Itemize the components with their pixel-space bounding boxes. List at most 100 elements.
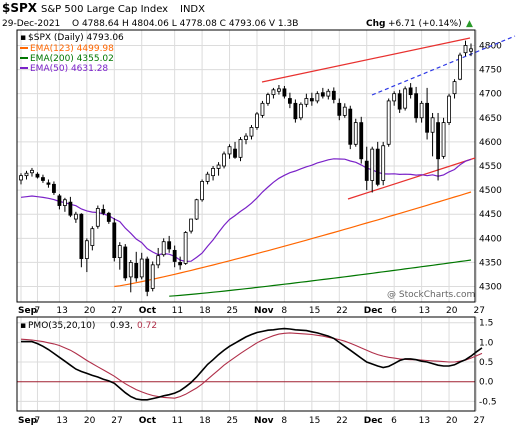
pmo-tick-label: -0.5	[479, 397, 497, 407]
trend-dashed-line	[371, 35, 516, 96]
legend-pmo-name: PMO(35,20,10)	[28, 321, 95, 331]
price-date-label: Dec	[364, 306, 383, 316]
chart-change-arrow: ▲	[466, 19, 473, 29]
candle-body	[73, 213, 78, 220]
candle-body	[117, 245, 122, 259]
candle-body	[233, 148, 237, 158]
candle-body	[19, 175, 23, 181]
candle-body	[35, 173, 40, 178]
candle-body	[320, 92, 325, 97]
ema-line-0	[114, 191, 472, 288]
price-axis-ticks: 4300 4350 4400 4450 4500 4550 4600 4650 4700 4750…	[479, 41, 502, 292]
pmo-date-label: 22	[336, 416, 347, 426]
price-tick-label: 4750	[479, 66, 502, 76]
candle-body	[403, 88, 408, 109]
chart-symbol: $SPX	[2, 1, 38, 15]
candle-body	[353, 122, 358, 145]
price-legend: ▪ $SPX (Daily) 4793.06 EMA(123) 4499.98 …	[20, 33, 124, 74]
pmo-date-label: 20	[84, 416, 96, 426]
ema-lines	[20, 158, 472, 297]
price-tick-label: 4650	[479, 114, 502, 124]
candle-body	[172, 249, 177, 262]
legend-ema200: EMA(200) 4355.02	[30, 54, 114, 64]
pmo-legend: ▪ PMO(35,20,10) 0.93, 0.72	[20, 321, 157, 331]
candle-body	[112, 222, 117, 259]
pmo-panel-grid	[17, 317, 477, 411]
candle-body	[309, 98, 314, 102]
candle-body	[298, 103, 303, 119]
candle-body	[183, 232, 188, 264]
candle-body	[167, 241, 172, 250]
candle-body	[211, 168, 215, 177]
candle-body	[331, 90, 336, 100]
candle-body	[342, 106, 347, 116]
candle-body	[260, 102, 265, 116]
price-tick-label: 4450	[479, 210, 502, 220]
candle-body	[386, 100, 391, 145]
price-tick-label: 4350	[479, 258, 502, 268]
candle-body	[441, 122, 446, 157]
candle-body	[46, 182, 51, 185]
price-date-label: 20	[446, 306, 458, 316]
candle-body	[106, 212, 111, 222]
candle-body	[348, 108, 353, 145]
price-date-label: 7	[34, 306, 40, 316]
candle-body	[90, 228, 95, 246]
chart-quote: O 4788.64 H 4804.06 L 4778.08 C 4793.06 …	[72, 19, 298, 29]
price-date-label: Oct	[139, 306, 157, 316]
pmo-date-label: 6	[391, 416, 397, 426]
price-tick-label: 4550	[479, 162, 502, 172]
pmo-tick-label: 0.0	[479, 378, 494, 388]
chart-title: S&P 500 Large Cap Index	[41, 4, 168, 15]
pmo-date-label: 11	[172, 416, 183, 426]
price-date-label: 25	[227, 306, 238, 316]
candle-body	[463, 45, 468, 54]
ema-line-1	[169, 259, 472, 297]
candle-body	[101, 208, 106, 214]
candle-body	[397, 93, 402, 110]
price-date-label: 13	[419, 306, 430, 316]
pmo-date-label: Sep	[18, 416, 38, 426]
candle-body	[255, 113, 259, 128]
candle-body	[447, 95, 451, 124]
price-date-label: 15	[309, 306, 320, 316]
candle-body	[277, 88, 281, 92]
candle-body	[41, 177, 45, 181]
legend-price-marker: ▪	[20, 33, 26, 43]
pmo-date-label: Oct	[139, 416, 157, 426]
candle-body	[452, 81, 457, 95]
pmo-date-label: 13	[419, 416, 430, 426]
candle-body	[375, 148, 380, 185]
candle-body	[205, 173, 210, 182]
candle-body	[161, 241, 166, 256]
candle-body	[145, 258, 150, 292]
pmo-date-label: 15	[309, 416, 320, 426]
candle-body	[139, 258, 144, 278]
price-date-label: 27	[473, 306, 484, 316]
pmo-date-label: 25	[227, 416, 238, 426]
candle-body	[326, 90, 331, 97]
price-tick-label: 4500	[479, 186, 502, 196]
candle-body	[266, 94, 270, 104]
candle-body	[189, 218, 194, 232]
pmo-date-label: 18	[199, 416, 211, 426]
chart-exchange: INDX	[180, 4, 205, 15]
candle-body	[425, 102, 430, 133]
pmo-panel-frame	[16, 316, 476, 412]
chart-change-label: Chg	[366, 19, 385, 29]
candle-body	[408, 87, 413, 96]
candlesticks	[19, 40, 473, 297]
price-tick-label: 4700	[479, 90, 502, 100]
candle-body	[68, 201, 73, 216]
price-date-label: 20	[84, 306, 96, 316]
price-date-label: 8	[281, 306, 287, 316]
legend-ema123: EMA(123) 4499.98	[30, 44, 114, 54]
candle-body	[128, 262, 133, 278]
candle-body	[364, 160, 369, 181]
candle-body	[200, 181, 205, 201]
candle-body	[304, 98, 309, 105]
pmo-date-label: 20	[446, 416, 458, 426]
candle-body	[216, 164, 221, 169]
